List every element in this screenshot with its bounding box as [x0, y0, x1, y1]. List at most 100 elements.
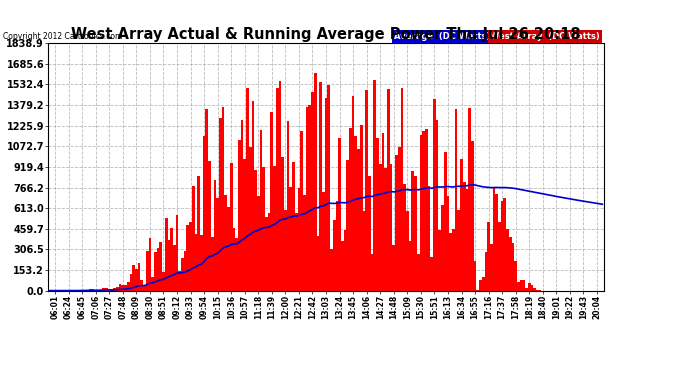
Bar — [539, 290, 542, 291]
Bar — [154, 252, 157, 291]
Bar — [165, 218, 168, 291]
Text: Copyright 2012 Cartronics.com: Copyright 2012 Cartronics.com — [3, 32, 123, 41]
Bar — [132, 265, 135, 291]
Bar — [352, 96, 355, 291]
Bar — [103, 288, 105, 291]
Bar — [403, 183, 406, 291]
Bar — [384, 168, 387, 291]
Bar — [282, 158, 284, 291]
Bar — [221, 107, 224, 291]
Bar — [344, 230, 346, 291]
Bar — [233, 228, 235, 291]
Bar — [517, 282, 520, 291]
Bar — [186, 225, 189, 291]
Bar — [333, 220, 335, 291]
Bar — [495, 194, 498, 291]
Bar — [127, 282, 130, 291]
Bar — [511, 243, 514, 291]
Bar — [487, 222, 490, 291]
Bar — [113, 288, 116, 291]
Bar — [86, 290, 89, 291]
Bar — [138, 263, 141, 291]
Bar — [371, 254, 373, 291]
Bar — [365, 90, 368, 291]
Bar — [119, 285, 121, 291]
Bar — [206, 110, 208, 291]
Bar — [425, 129, 428, 291]
Bar — [441, 205, 444, 291]
Bar — [479, 280, 482, 291]
Bar — [466, 189, 469, 291]
Bar — [121, 285, 124, 291]
Bar — [197, 176, 200, 291]
Bar — [382, 133, 384, 291]
Bar — [346, 160, 349, 291]
Bar — [170, 228, 173, 291]
Bar — [295, 213, 297, 291]
Bar — [303, 195, 306, 291]
Bar — [192, 186, 195, 291]
Bar — [474, 261, 476, 291]
Bar — [338, 138, 341, 291]
Bar — [420, 135, 422, 291]
Bar — [292, 162, 295, 291]
Bar — [81, 290, 83, 291]
Bar — [195, 234, 197, 291]
Text: West Array  (DC Watts): West Array (DC Watts) — [490, 32, 600, 41]
Bar — [349, 128, 352, 291]
Bar — [368, 176, 371, 291]
Bar — [463, 182, 466, 291]
Bar — [200, 235, 203, 291]
Bar — [460, 159, 463, 291]
Bar — [509, 237, 511, 291]
Bar — [227, 207, 230, 291]
Bar — [308, 105, 311, 291]
Bar — [438, 230, 441, 291]
Bar — [146, 251, 148, 291]
Bar — [265, 217, 268, 291]
Bar — [173, 244, 176, 291]
Bar — [525, 288, 528, 291]
Bar — [276, 88, 279, 291]
Bar — [159, 242, 162, 291]
Bar — [490, 244, 493, 291]
Bar — [124, 285, 127, 291]
Bar — [504, 198, 506, 291]
Bar — [317, 236, 319, 291]
Bar — [284, 210, 287, 291]
Bar — [431, 256, 433, 291]
Bar — [100, 290, 103, 291]
Title: West Array Actual & Running Average Power Thu Jul 26 20:18: West Array Actual & Running Average Powe… — [71, 27, 581, 42]
Bar — [373, 80, 376, 291]
Bar — [335, 201, 338, 291]
Bar — [452, 229, 455, 291]
Bar — [230, 163, 233, 291]
Bar — [387, 88, 390, 291]
Bar — [208, 161, 211, 291]
Bar — [531, 285, 533, 291]
Bar — [168, 240, 170, 291]
Bar — [83, 290, 86, 291]
Bar — [422, 131, 425, 291]
Bar — [259, 129, 262, 291]
Bar — [268, 213, 270, 291]
Bar — [436, 120, 438, 291]
Bar — [469, 108, 471, 291]
Bar — [244, 159, 246, 291]
Bar — [341, 241, 344, 291]
Bar — [522, 280, 525, 291]
Bar — [297, 189, 300, 291]
Bar — [484, 252, 487, 291]
Bar — [360, 125, 363, 291]
Bar — [501, 201, 504, 291]
Bar — [533, 288, 536, 291]
Bar — [289, 187, 292, 291]
Bar — [493, 188, 495, 291]
Bar — [130, 274, 132, 291]
Bar — [116, 287, 119, 291]
Bar — [476, 290, 479, 291]
Bar — [238, 140, 241, 291]
Bar — [105, 288, 108, 291]
Bar — [444, 153, 446, 291]
Bar — [398, 147, 400, 291]
